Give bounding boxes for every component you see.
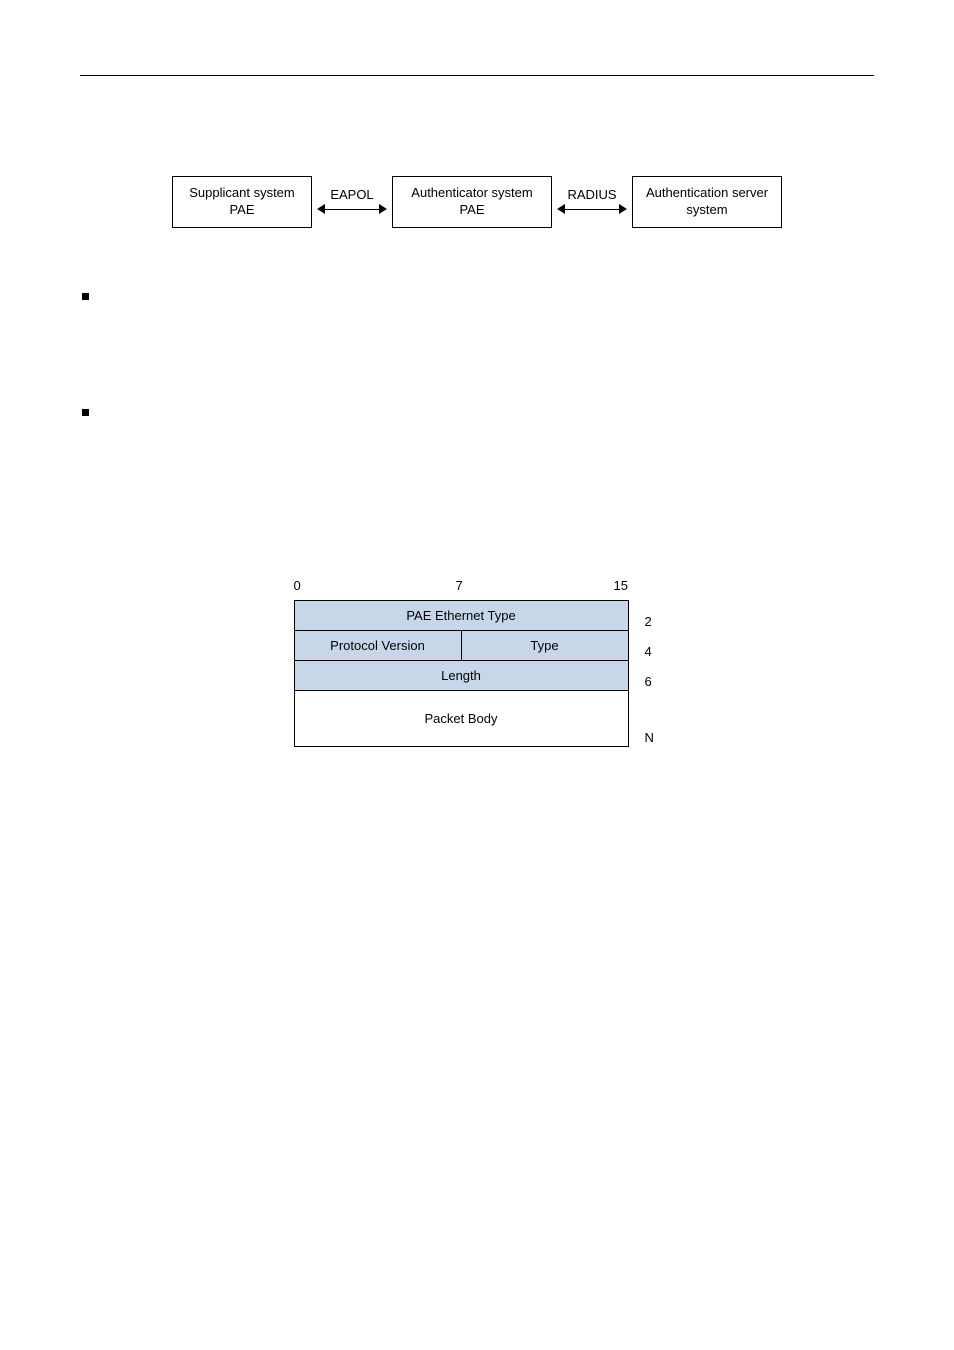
flow-box-authenticator: Authenticator system PAE (392, 176, 552, 228)
flow-box2-line2: PAE (459, 202, 484, 217)
flow-box3-line2: system (686, 202, 727, 217)
packet-diagram: 0 7 15 PAE Ethernet Type 2 Protocol Vers… (80, 578, 874, 747)
flow-box-supplicant: Supplicant system PAE (172, 176, 312, 228)
packet-row-body: Packet Body (294, 690, 628, 746)
bit-label-0: 0 (294, 578, 301, 593)
flow-box1-line1: Supplicant system (189, 185, 295, 200)
packet-offset: 2 (628, 600, 660, 630)
bit-scale: 0 7 15 (294, 578, 628, 598)
bit-label-7: 7 (456, 578, 463, 593)
double-arrow-icon (558, 204, 626, 216)
packet-cell-protocol-version: Protocol Version (294, 630, 461, 660)
flow-box3-line1: Authentication server (646, 185, 768, 200)
packet-offset: 6 (628, 660, 660, 690)
top-divider (80, 75, 874, 76)
flow-arrow-radius: RADIUS (552, 187, 632, 216)
spacer (80, 288, 874, 378)
packet-row-length: Length (294, 660, 628, 690)
flow-box2-line1: Authenticator system (411, 185, 532, 200)
flow-box-authserver: Authentication server system (632, 176, 782, 228)
bit-label-15: 15 (614, 578, 628, 593)
spacer (80, 418, 874, 578)
flow-diagram: Supplicant system PAE EAPOL Authenticato… (80, 176, 874, 228)
double-arrow-icon (318, 204, 386, 216)
flow-arrow2-label: RADIUS (567, 187, 616, 202)
flow-box1-line2: PAE (229, 202, 254, 217)
packet-table: PAE Ethernet Type 2 Protocol Version Typ… (294, 600, 661, 747)
packet-offset: N (628, 690, 660, 746)
packet-row-pae-ethernet-type: PAE Ethernet Type (294, 600, 628, 630)
packet-cell-type: Type (461, 630, 628, 660)
flow-arrow-eapol: EAPOL (312, 187, 392, 216)
packet-offset: 4 (628, 630, 660, 660)
flow-arrow1-label: EAPOL (330, 187, 373, 202)
